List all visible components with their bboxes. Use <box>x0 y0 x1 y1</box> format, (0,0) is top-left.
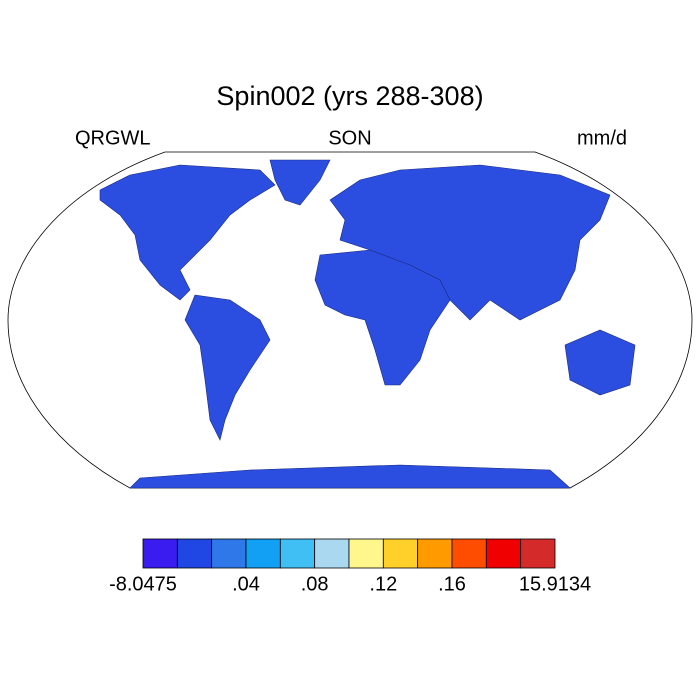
north-america <box>99 164 276 301</box>
colorbar-box <box>279 538 316 569</box>
colorbar: -8.0475 .04 .08 .12 .16 15.9134 <box>109 538 591 595</box>
antarctica <box>129 464 571 489</box>
colorbar-label: 15.9134 <box>519 573 591 595</box>
colorbar-box <box>520 538 556 569</box>
left-string: QRGWL <box>75 127 151 149</box>
colorbar-box <box>176 538 213 569</box>
map <box>7 151 693 489</box>
colorbar-box <box>211 538 247 569</box>
south-america <box>184 294 271 441</box>
colorbar-box <box>142 538 178 569</box>
africa <box>314 249 451 386</box>
colorbar-label: .16 <box>438 573 466 595</box>
colorbar-box <box>451 538 487 569</box>
greenland <box>269 159 331 206</box>
colorbar-label: -8.0475 <box>109 573 177 595</box>
colorbar-box <box>348 538 384 569</box>
colorbar-label: .12 <box>369 573 397 595</box>
colorbar-box <box>485 538 522 569</box>
right-string: mm/d <box>577 127 627 149</box>
colorbar-box <box>417 538 453 569</box>
colorbar-box <box>245 538 281 569</box>
colorbar-box <box>314 538 350 569</box>
colorbar-label: .04 <box>232 573 260 595</box>
australia <box>564 329 636 396</box>
colorbar-label: .08 <box>301 573 329 595</box>
title: Spin002 (yrs 288-308) <box>216 81 483 111</box>
colorbar-box <box>382 538 419 569</box>
center-string: SON <box>328 127 371 149</box>
